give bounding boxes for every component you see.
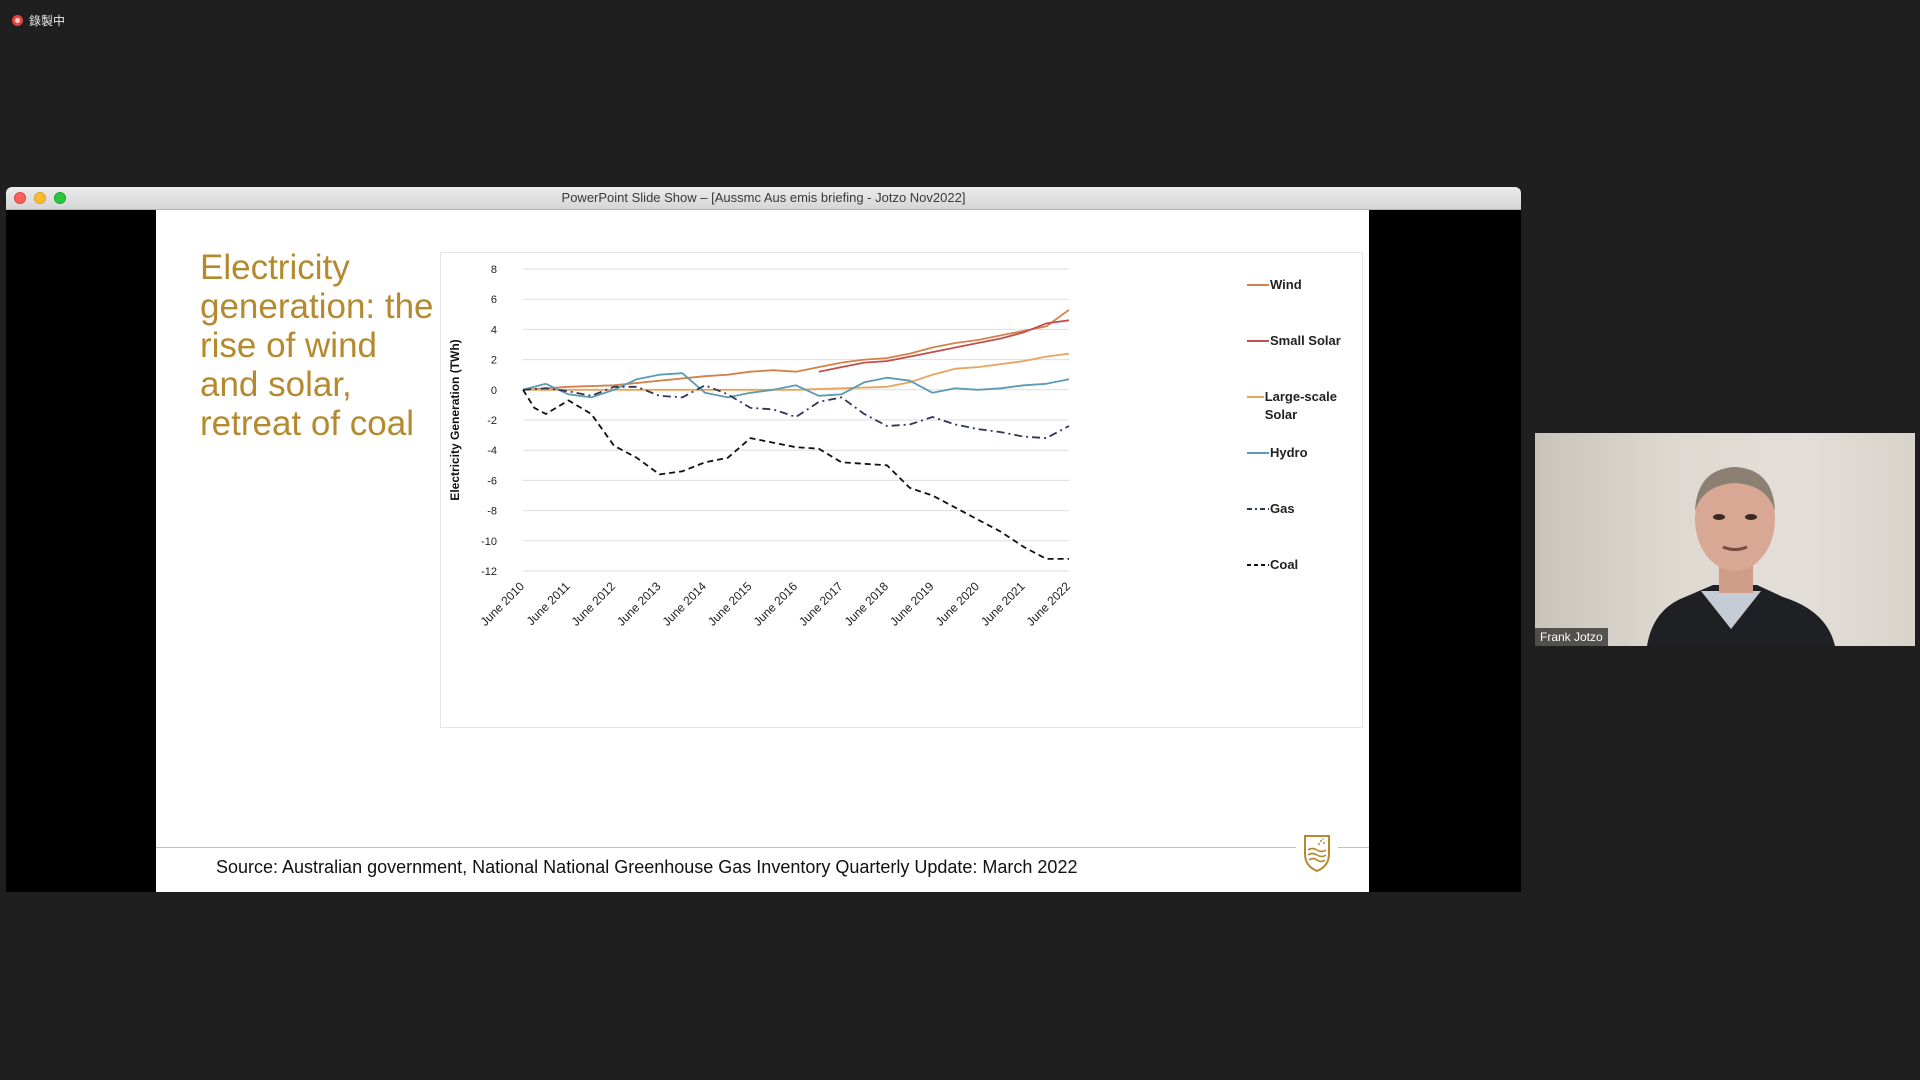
y-tick-label: -12 [481, 566, 497, 578]
y-tick-label: 8 [491, 264, 497, 276]
chart-panel: 8 6 4 2 0 -2 -4 -6 -8 -10 -12 June 2010 June 2011 Jun… [440, 252, 1363, 728]
series-line-gas [522, 384, 1070, 439]
series-line-hydro [522, 372, 1070, 399]
x-tick-label: June 2019 [887, 579, 937, 629]
legend-label: Wind [1270, 277, 1302, 292]
recording-label: 錄製中 [29, 14, 66, 28]
x-tick-label: June 2022 [1024, 579, 1074, 629]
participant-video-frame [1647, 467, 1835, 646]
series-line-coal [522, 389, 1069, 560]
x-tick-label: June 2012 [569, 579, 619, 629]
legend-label: Gas [1270, 501, 1295, 516]
legend-swatch [1247, 340, 1269, 342]
legend-item-hydro: Hydro [1247, 444, 1367, 462]
legend-label: Small Solar [1270, 333, 1341, 348]
participant-name: Frank Jotzo [1535, 628, 1608, 646]
x-tick-label: June 2021 [978, 579, 1028, 629]
record-icon [12, 15, 23, 26]
x-tick-label: June 2017 [796, 579, 846, 629]
y-tick-label: 6 [491, 294, 497, 306]
legend-item-gas: Gas [1247, 500, 1367, 518]
footer-divider [156, 847, 1369, 848]
legend-swatch [1247, 284, 1269, 286]
recording-indicator: 錄製中 [12, 12, 65, 29]
series-line-small-solar [818, 319, 1070, 373]
x-tick-label: June 2014 [660, 579, 710, 629]
window-titlebar[interactable]: PowerPoint Slide Show – [Aussmc Aus emis… [6, 187, 1521, 210]
y-axis-label: Electricity Generation (TWh) [448, 339, 462, 500]
y-tick-label: -8 [487, 506, 497, 518]
legend-swatch [1247, 452, 1269, 454]
y-tick-label: -10 [481, 536, 497, 548]
slide-heading: Electricity generation: the rise of wind… [200, 248, 434, 443]
legend-item-small-solar: Small Solar [1247, 332, 1367, 350]
legend-swatch [1247, 564, 1269, 566]
fullscreen-window-button[interactable] [54, 192, 66, 204]
x-tick-label: June 2018 [842, 579, 892, 629]
window-title: PowerPoint Slide Show – [Aussmc Aus emis… [561, 190, 966, 205]
series-line-wind [522, 309, 1070, 391]
legend-item-coal: Coal [1247, 556, 1367, 574]
legend-label: Hydro [1270, 445, 1308, 460]
y-tick-label: 4 [491, 324, 497, 336]
x-tick-label: June 2011 [524, 579, 573, 628]
slideshow-window: PowerPoint Slide Show – [Aussmc Aus emis… [6, 187, 1521, 892]
source-caption: Source: Australian government, National … [216, 857, 1078, 877]
y-tick-label: -4 [487, 445, 497, 457]
y-tick-label: 2 [491, 355, 497, 367]
x-tick-label: June 2015 [705, 579, 755, 629]
legend-swatch [1247, 396, 1264, 398]
slide[interactable]: Electricity generation: the rise of wind… [156, 210, 1369, 892]
y-tick-label: 0 [491, 385, 497, 397]
x-tick-label: June 2016 [751, 579, 801, 629]
legend-item-wind: Wind [1247, 276, 1367, 294]
legend-item-large-scale-solar: Large-scale Solar [1247, 388, 1347, 424]
close-window-button[interactable] [14, 192, 26, 204]
x-tick-label: June 2013 [614, 579, 664, 629]
participant-video-tile[interactable]: Frank Jotzo [1535, 433, 1915, 646]
legend-label: Coal [1270, 557, 1299, 572]
x-tick-label: June 2010 [478, 579, 528, 629]
x-tick-label: June 2020 [933, 579, 983, 629]
y-tick-label: -6 [487, 475, 497, 487]
legend-swatch [1247, 508, 1269, 510]
series-line-large-scale-solar [523, 352, 1070, 391]
y-tick-label: -2 [487, 415, 497, 427]
minimize-window-button[interactable] [34, 192, 46, 204]
legend-label: Large-scale Solar [1264, 389, 1337, 422]
university-crest-logo [1296, 830, 1338, 874]
